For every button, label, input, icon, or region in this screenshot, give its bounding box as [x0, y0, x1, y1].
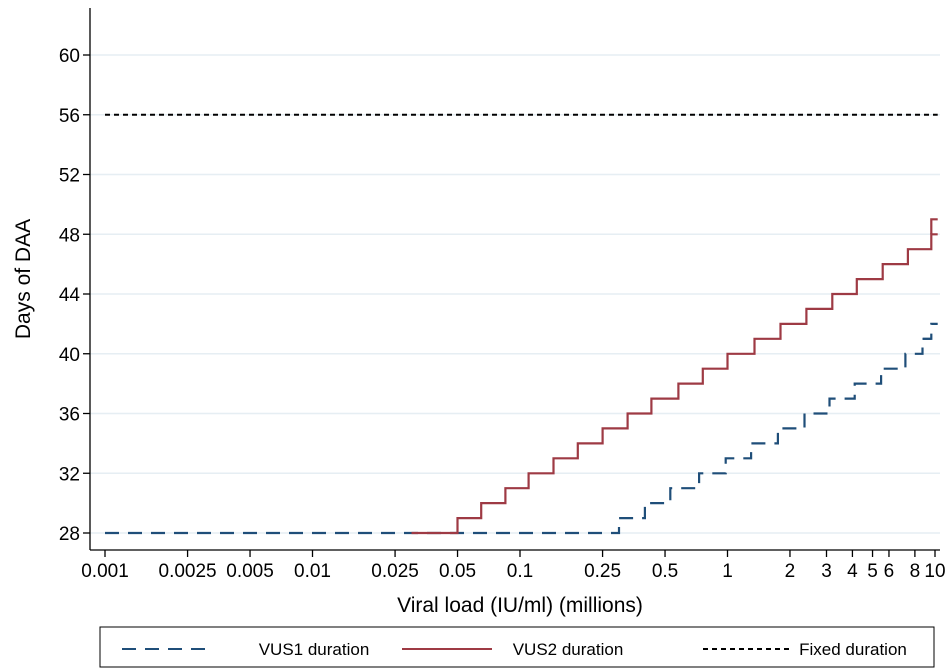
x-tick-label: 8 — [910, 561, 921, 582]
x-tick-label: 0.05 — [439, 561, 476, 582]
y-tick-label: 36 — [59, 405, 80, 426]
gridlines — [90, 54, 940, 534]
y-tick-label: 52 — [59, 166, 80, 187]
vus2-duration-line — [411, 233, 938, 535]
x-tick-label: 10 — [924, 561, 945, 582]
y-tick-label: 32 — [59, 464, 80, 485]
x-tick-label: 6 — [884, 561, 895, 582]
y-tick-label: 48 — [59, 225, 80, 246]
x-tick-label: 0.5 — [652, 561, 678, 582]
x-tick-label: 2 — [785, 561, 796, 582]
x-tick-label: 3 — [821, 561, 832, 582]
x-tick-label: 0.005 — [226, 561, 274, 582]
y-tick-label: 28 — [59, 524, 80, 545]
x-tick-label: 0.0025 — [159, 561, 217, 582]
x-tick-label: 1 — [722, 561, 733, 582]
vus1-duration-line — [105, 337, 932, 535]
y-tick-label: 56 — [59, 106, 80, 127]
legend-label: Fixed duration — [799, 640, 907, 659]
x-tick-label: 0.001 — [81, 561, 129, 582]
y-tick-label: 60 — [59, 46, 80, 67]
legend-label: VUS2 duration — [513, 640, 624, 659]
y-axis-title: Days of DAA — [12, 219, 35, 339]
legend-box — [99, 626, 935, 668]
x-tick-label: 0.1 — [507, 561, 533, 582]
vus1-duration-tail — [922, 322, 938, 340]
x-tick-label: 5 — [867, 561, 878, 582]
legend-label: VUS1 duration — [259, 640, 370, 659]
y-axis: 28 32 36 40 44 48 52 56 60 — [59, 8, 91, 550]
series-lines — [105, 113, 938, 535]
x-tick-label: 0.25 — [584, 561, 621, 582]
x-tick-label: 0.025 — [371, 561, 419, 582]
x-tick-label: 4 — [847, 561, 858, 582]
y-tick-label: 40 — [59, 345, 80, 366]
x-axis-title: Viral load (IU/ml) (millions) — [397, 594, 643, 617]
x-axis: 0.001 0.0025 0.005 0.01 0.025 0.05 0.1 0.25 0.5 1… — [81, 549, 946, 582]
y-tick-label: 44 — [59, 285, 81, 306]
x-tick-label: 0.01 — [294, 561, 331, 582]
vus2-duration-tail — [930, 218, 938, 235]
legend: VUS1 duration VUS2 duration Fixed duration — [99, 626, 935, 668]
